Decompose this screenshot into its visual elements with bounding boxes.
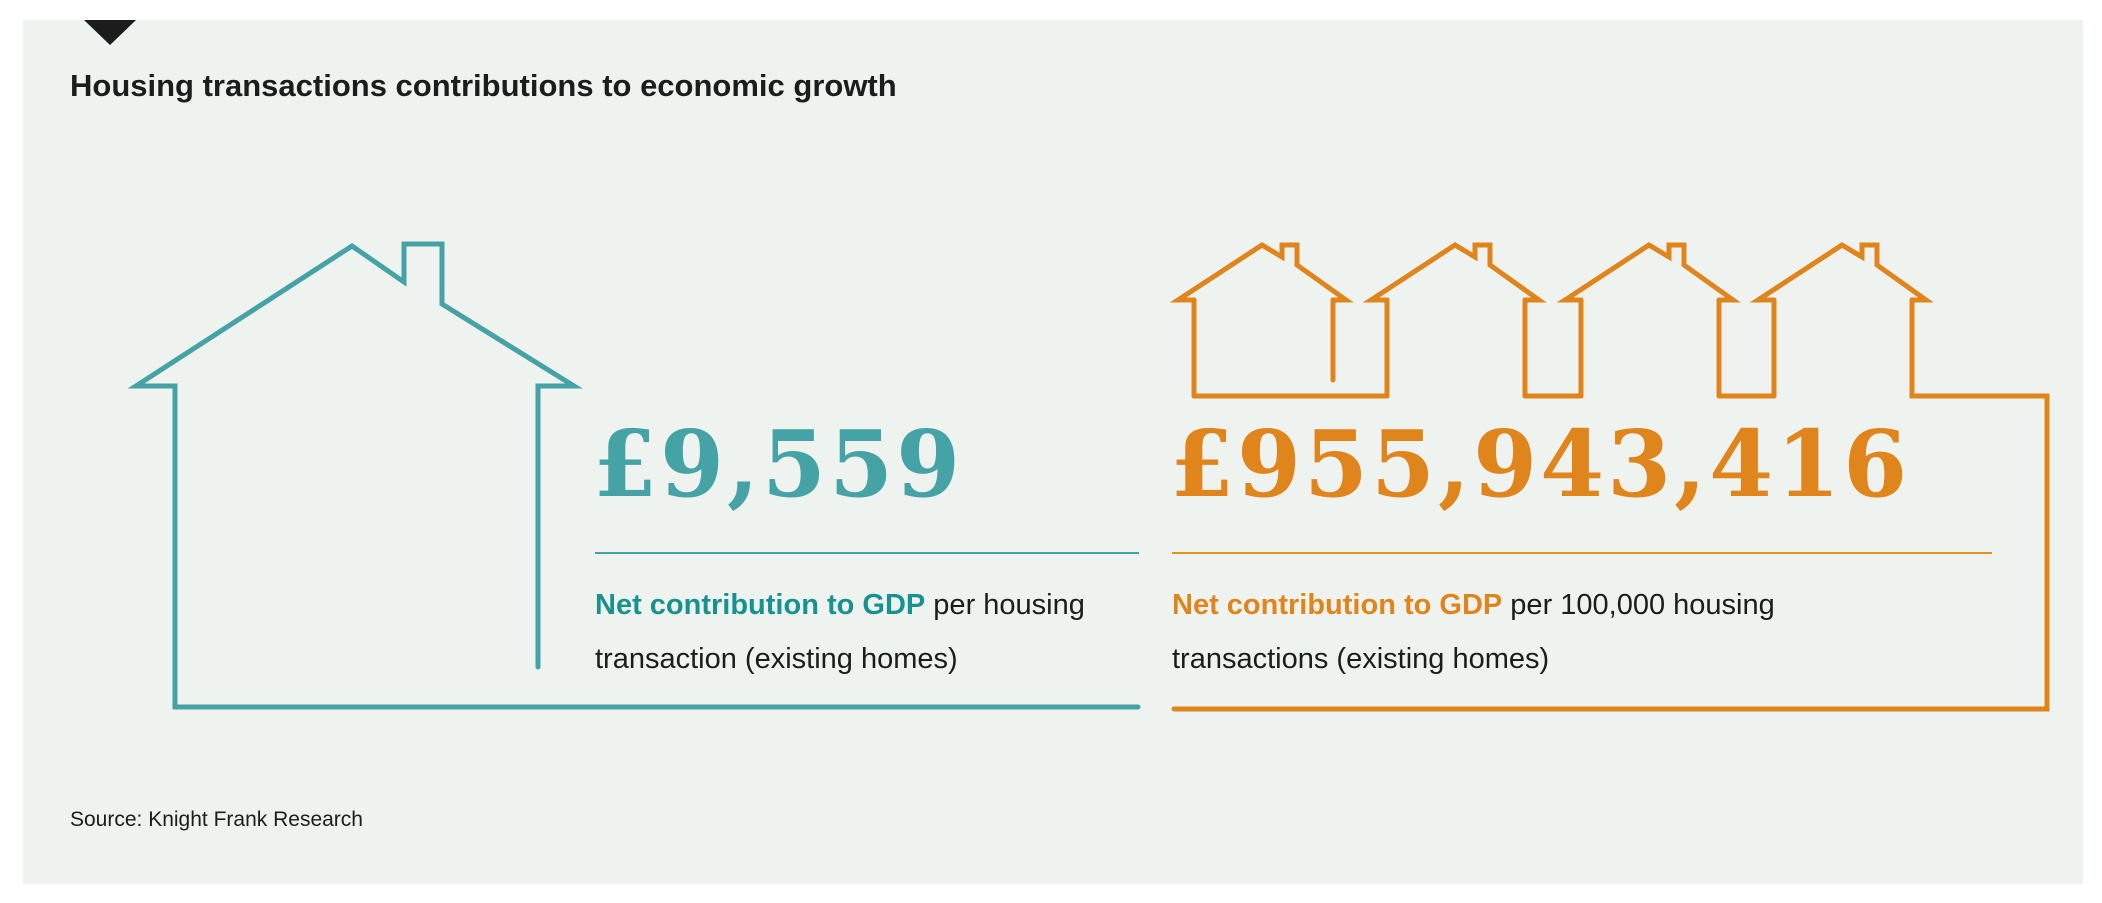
bulk-description-text: per 100,000 housing transactions (existi… xyxy=(1172,589,1775,675)
teal-divider xyxy=(595,552,1139,554)
single-description-text: per housing transaction (existing homes) xyxy=(595,589,1085,675)
single-transaction-description: Net contribution to GDP per housing tran… xyxy=(595,578,1135,686)
orange-divider xyxy=(1172,552,1992,554)
infographic-title: Housing transactions contributions to ec… xyxy=(70,68,897,103)
source-note: Source: Knight Frank Research xyxy=(70,808,363,831)
house-outline-icon xyxy=(127,241,1141,710)
bulk-transactions-value: £955,943,416 xyxy=(1170,410,1911,518)
bulk-description-emphasis: Net contribution to GDP xyxy=(1172,589,1503,621)
row-of-houses-icon xyxy=(1169,242,2050,712)
single-description-emphasis: Net contribution to GDP xyxy=(595,589,926,621)
single-transaction-value: £9,559 xyxy=(593,410,964,518)
corner-marker-icon xyxy=(84,20,136,45)
bulk-transactions-description: Net contribution to GDP per 100,000 hous… xyxy=(1172,578,1812,686)
infographic-panel xyxy=(23,20,2083,884)
